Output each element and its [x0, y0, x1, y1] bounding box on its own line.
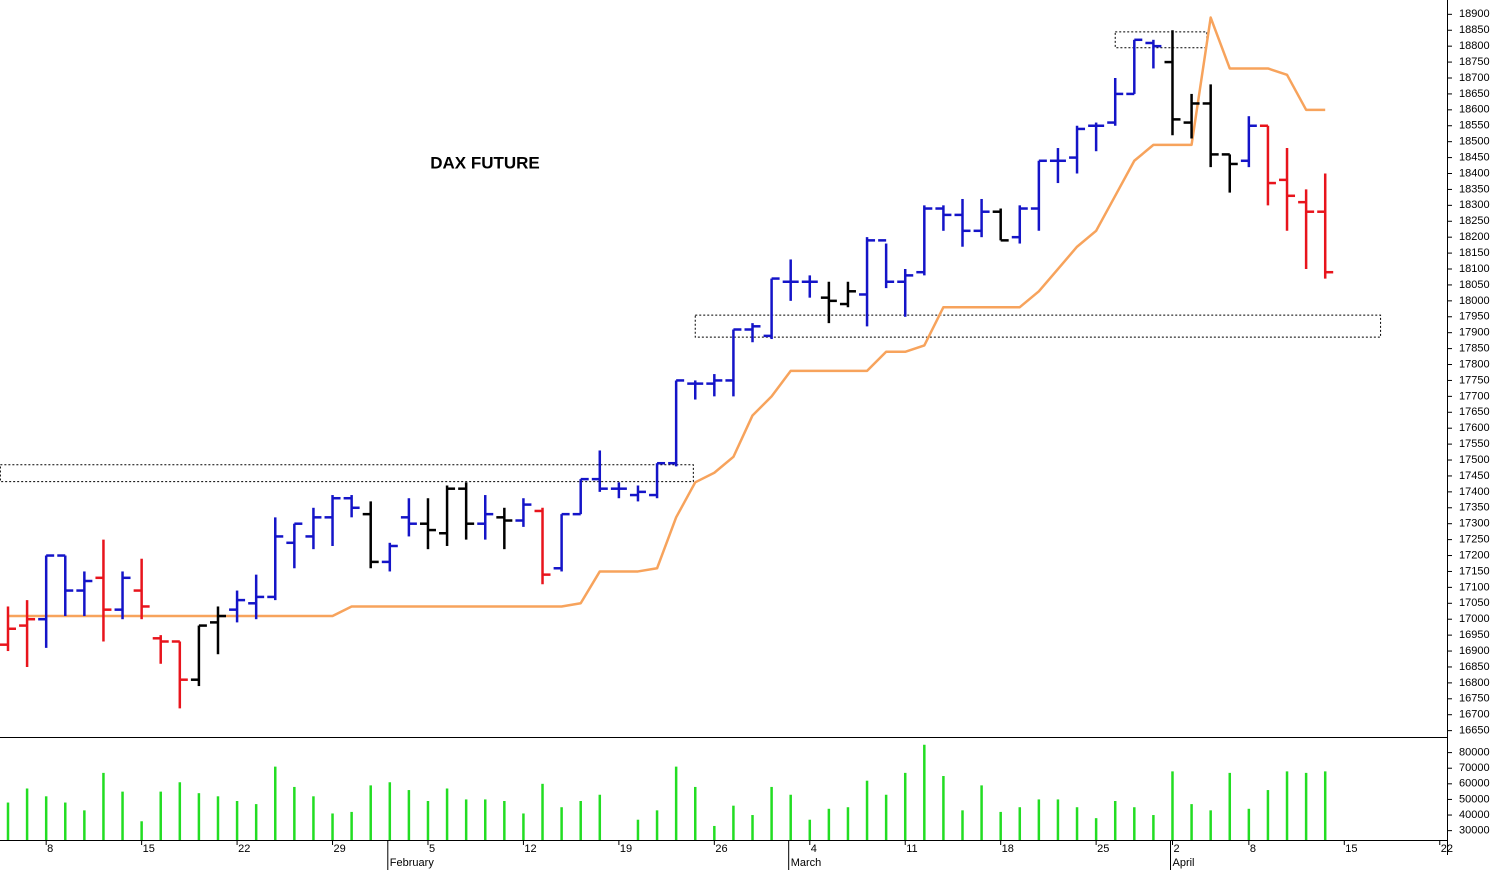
volume-tick-label: 30000: [1459, 825, 1490, 837]
y-tick-label: 18200: [1459, 231, 1490, 243]
x-tick-label: 25: [1097, 843, 1109, 855]
x-tick-label: 15: [1345, 843, 1357, 855]
y-tick-label: 16650: [1459, 725, 1490, 737]
y-tick-label: 17850: [1459, 343, 1490, 355]
y-tick-label: 17750: [1459, 374, 1490, 386]
y-tick-label: 17600: [1459, 422, 1490, 434]
y-tick-label: 16900: [1459, 645, 1490, 657]
y-tick-label: 18150: [1459, 247, 1490, 259]
y-tick-label: 17150: [1459, 565, 1490, 577]
stop-line: [8, 16, 1326, 618]
volume-tick-label: 60000: [1459, 778, 1490, 790]
y-tick-label: 18050: [1459, 279, 1490, 291]
y-tick-label: 18800: [1459, 40, 1490, 52]
x-tick-label: 8: [47, 843, 53, 855]
x-tick-label: 19: [620, 843, 632, 855]
x-tick-label: 4: [811, 843, 817, 855]
x-tick-label: 11: [906, 843, 917, 855]
y-tick-label: 18250: [1459, 215, 1490, 227]
y-tick-label: 17100: [1459, 581, 1490, 593]
y-tick-label: 18600: [1459, 104, 1490, 116]
y-tick-label: 18300: [1459, 199, 1490, 211]
x-tick-label: 18: [1002, 843, 1014, 855]
volume-tick-label: 40000: [1459, 809, 1490, 821]
x-tick-label: 8: [1250, 843, 1256, 855]
y-tick-label: 18100: [1459, 263, 1490, 275]
volume-tick-label: 80000: [1459, 747, 1490, 759]
month-label: March: [791, 857, 822, 869]
y-tick-label: 17300: [1459, 518, 1490, 530]
x-tick-label: 26: [715, 843, 727, 855]
y-tick-label: 16850: [1459, 661, 1490, 673]
chart-title: DAX FUTURE: [430, 153, 540, 172]
y-tick-label: 17800: [1459, 358, 1490, 370]
y-tick-label: 18550: [1459, 120, 1490, 132]
x-tick-label: 5: [429, 843, 435, 855]
x-tick-label: 29: [334, 843, 346, 855]
y-tick-label: 17000: [1459, 613, 1490, 625]
x-tick-label: 22: [238, 843, 250, 855]
y-tick-label: 18650: [1459, 88, 1490, 100]
y-tick-label: 18400: [1459, 167, 1490, 179]
volume-tick-label: 70000: [1459, 762, 1490, 774]
y-tick-label: 17550: [1459, 438, 1490, 450]
month-label: April: [1172, 857, 1194, 869]
y-tick-label: 18700: [1459, 72, 1490, 84]
x-tick-label: 2: [1173, 843, 1179, 855]
zone: [1114, 31, 1208, 49]
y-tick-label: 16700: [1459, 709, 1490, 721]
x-tick-label: 12: [524, 843, 536, 855]
y-tick-label: 16800: [1459, 677, 1490, 689]
y-tick-label: 17650: [1459, 406, 1490, 418]
y-tick-label: 18000: [1459, 295, 1490, 307]
y-tick-label: 17500: [1459, 454, 1490, 466]
y-tick-label: 17950: [1459, 311, 1490, 323]
y-tick-label: 17050: [1459, 597, 1490, 609]
y-tick-label: 17250: [1459, 534, 1490, 546]
x-tick-label: 22: [1441, 843, 1453, 855]
y-tick-label: 17400: [1459, 486, 1490, 498]
volume-tick-label: 50000: [1459, 793, 1490, 805]
y-tick-label: 18900: [1459, 8, 1490, 20]
zone: [0, 464, 694, 483]
y-tick-label: 18500: [1459, 136, 1490, 148]
y-tick-label: 17200: [1459, 549, 1490, 561]
y-tick-label: 16950: [1459, 629, 1490, 641]
y-tick-label: 17350: [1459, 502, 1490, 514]
y-tick-label: 16750: [1459, 693, 1490, 705]
y-tick-label: 18750: [1459, 56, 1490, 68]
y-tick-label: 17700: [1459, 390, 1490, 402]
x-tick-label: 15: [143, 843, 155, 855]
y-tick-label: 17900: [1459, 327, 1490, 339]
y-tick-label: 18350: [1459, 183, 1490, 195]
y-tick-label: 17450: [1459, 470, 1490, 482]
y-tick-label: 18850: [1459, 24, 1490, 36]
month-label: February: [390, 857, 435, 869]
zone: [694, 314, 1382, 338]
y-tick-label: 18450: [1459, 151, 1490, 163]
